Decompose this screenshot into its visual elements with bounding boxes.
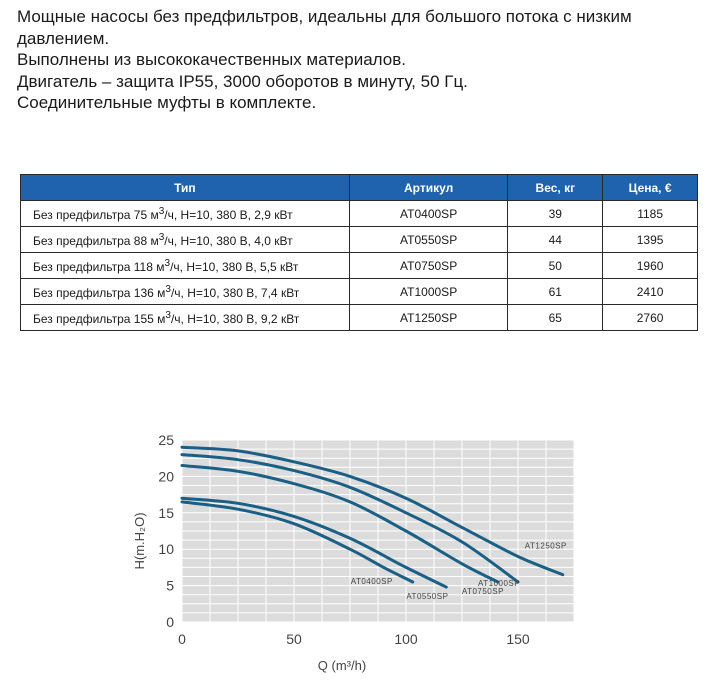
series-label: AT1000SP bbox=[478, 579, 520, 588]
series-label: AT0550SP bbox=[406, 592, 448, 601]
table-row: Без предфильтра 155 м3/ч, H=10, 380 В, 9… bbox=[20, 304, 698, 331]
table-row: Без предфильтра 136 м3/ч, H=10, 380 В, 7… bbox=[20, 278, 698, 305]
column-header-price: Цена, € bbox=[602, 174, 698, 201]
y-tick-label: 25 bbox=[158, 432, 174, 448]
series-line-at1250sp bbox=[180, 445, 565, 577]
cell-type: Без предфильтра 75 м3/ч, H=10, 380 В, 2,… bbox=[20, 200, 350, 227]
series-label: AT1250SP bbox=[525, 542, 567, 551]
cell-weight: 50 bbox=[507, 252, 604, 279]
series-line-at0400sp bbox=[180, 500, 415, 584]
pump-spec-table: Тип Артикул Вес, кг Цена, € Без предфиль… bbox=[20, 174, 698, 331]
cell-price: 1395 bbox=[602, 226, 698, 253]
y-tick-label: 5 bbox=[166, 578, 174, 594]
x-tick-label: 0 bbox=[178, 631, 186, 647]
y-tick-label: 0 bbox=[166, 614, 174, 630]
series-label: AT0750SP bbox=[462, 587, 504, 596]
x-tick-label: 150 bbox=[506, 631, 530, 647]
cell-article: AT1000SP bbox=[348, 278, 509, 305]
cell-weight: 61 bbox=[507, 278, 604, 305]
table-header-row: Тип Артикул Вес, кг Цена, € bbox=[20, 174, 698, 201]
cell-price: 1960 bbox=[602, 252, 698, 279]
cell-weight: 44 bbox=[507, 226, 604, 253]
column-header-article: Артикул bbox=[348, 174, 509, 201]
y-tick-label: 10 bbox=[158, 541, 174, 557]
cell-type: Без предфильтра 155 м3/ч, H=10, 380 В, 9… bbox=[20, 304, 350, 331]
series-line-at0550sp bbox=[180, 496, 448, 589]
column-header-weight: Вес, кг bbox=[507, 174, 604, 201]
x-tick-label: 100 bbox=[394, 631, 418, 647]
y-axis-title: H(m.H₂O) bbox=[132, 512, 147, 569]
series-line-at1000sp bbox=[180, 453, 520, 584]
cell-weight: 65 bbox=[507, 304, 604, 331]
cell-weight: 39 bbox=[507, 200, 604, 227]
cell-type: Без предфильтра 136 м3/ч, H=10, 380 В, 7… bbox=[20, 278, 350, 305]
table-row: Без предфильтра 118 м3/ч, H=10, 380 В, 5… bbox=[20, 252, 698, 279]
intro-line: Выполнены из высококачественных материал… bbox=[17, 50, 406, 69]
cell-article: AT0550SP bbox=[348, 226, 509, 253]
cell-price: 1185 bbox=[602, 200, 698, 227]
cell-article: AT0400SP bbox=[348, 200, 509, 227]
x-tick-label: 50 bbox=[286, 631, 302, 647]
pump-curve-plot: 0 5 10 15 20 25 0 50 100 150 Q (m³/h) H(m.H₂O) AT040… bbox=[132, 432, 575, 673]
cell-article: AT1250SP bbox=[348, 304, 509, 331]
pump-performance-chart: 0 5 10 15 20 25 0 50 100 150 Q (m³/h) H(m.H₂O) AT040… bbox=[130, 430, 580, 680]
cell-type: Без предфильтра 88 м3/ч, H=10, 380 В, 4,… bbox=[20, 226, 350, 253]
cell-article: AT0750SP bbox=[348, 252, 509, 279]
table-row: Без предфильтра 75 м3/ч, H=10, 380 В, 2,… bbox=[20, 200, 698, 227]
y-tick-label: 15 bbox=[158, 505, 174, 521]
intro-line: Мощные насосы без предфильтров, идеальны… bbox=[17, 7, 632, 48]
cell-type: Без предфильтра 118 м3/ч, H=10, 380 В, 5… bbox=[20, 252, 350, 279]
series-line-at0750sp bbox=[180, 464, 500, 584]
column-header-type: Тип bbox=[20, 174, 350, 201]
intro-line: Двигатель – защита IP55, 3000 оборотов в… bbox=[17, 71, 468, 91]
y-tick-label: 20 bbox=[158, 468, 174, 484]
cell-price: 2410 bbox=[602, 278, 698, 305]
intro-line: Соединительные муфты в комплекте. bbox=[17, 93, 317, 112]
cell-price: 2760 bbox=[602, 304, 698, 331]
table-row: Без предфильтра 88 м3/ч, H=10, 380 В, 4,… bbox=[20, 226, 698, 253]
series-label: AT0400SP bbox=[351, 577, 393, 586]
x-axis-title: Q (m³/h) bbox=[318, 658, 366, 673]
intro-text: Мощные насосы без предфильтров, идеальны… bbox=[17, 6, 707, 114]
